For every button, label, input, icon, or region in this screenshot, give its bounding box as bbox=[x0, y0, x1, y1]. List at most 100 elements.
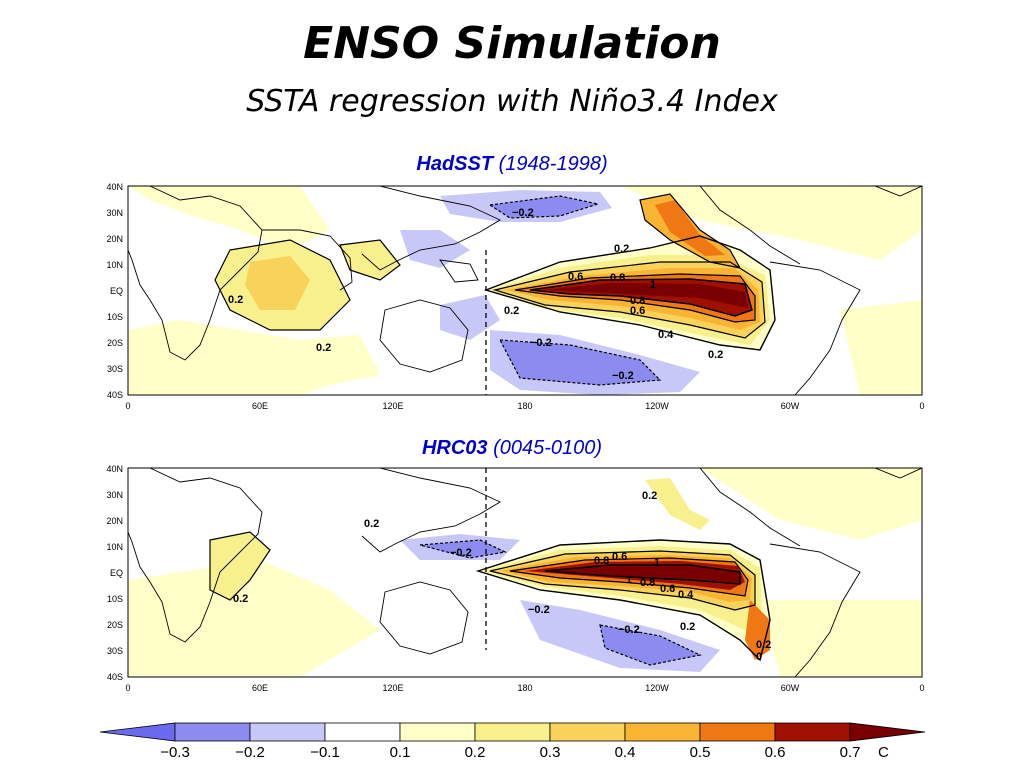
panel-2-axes: 40N 30N 20N 10N EQ 10S 20S 30S 40S 0 60E… bbox=[106, 464, 924, 693]
lon-label: 60E bbox=[252, 401, 268, 411]
colorbar-swatch bbox=[474, 722, 551, 742]
lon-label: 120W bbox=[645, 683, 669, 693]
colorbar-unit: C bbox=[878, 744, 889, 761]
contour-label: 0.2 bbox=[504, 305, 519, 317]
contour-label: 0.2 bbox=[614, 243, 629, 255]
lon-label: 0 bbox=[919, 683, 924, 693]
contour-label: −0.2 bbox=[528, 604, 550, 616]
contour-label: −0.2 bbox=[530, 337, 552, 349]
lat-label: 10N bbox=[106, 542, 123, 552]
colorbar-label: −0.2 bbox=[235, 744, 265, 761]
panel-1-map bbox=[127, 185, 923, 396]
contour-label: −0.2 bbox=[618, 624, 640, 636]
contour-label: 0.4 bbox=[678, 589, 694, 601]
contour-label: 0.4 bbox=[658, 329, 674, 341]
lon-label: 120E bbox=[382, 401, 403, 411]
contour-label: 0.6 bbox=[660, 583, 675, 595]
lon-label: 0 bbox=[125, 401, 130, 411]
contour-label: −0.2 bbox=[612, 370, 634, 382]
colorbar-label: 0.4 bbox=[615, 744, 636, 761]
lat-label: 30S bbox=[107, 364, 123, 374]
colorbar-swatch bbox=[399, 722, 476, 742]
contour-label: 0.6 bbox=[612, 551, 627, 563]
lat-label: EQ bbox=[110, 568, 123, 578]
panel-2-contour-labels: 0.2 0.2 −0.2 0.8 0.6 1 0.8 0.6 0.4 0.2 −… bbox=[233, 490, 771, 663]
colorbar: −0.3 −0.2 −0.1 0.1 0.2 0.3 0.4 0.5 0.6 0.7 C bbox=[99, 722, 926, 761]
colorbar-label: 0.5 bbox=[690, 744, 711, 761]
lon-label: 60E bbox=[252, 683, 268, 693]
contour-label: 0.8 bbox=[640, 577, 655, 589]
colorbar-max-arrow bbox=[849, 722, 926, 742]
page-subtitle: SSTA regression with Niño3.4 Index bbox=[246, 84, 778, 119]
colorbar-min-arrow bbox=[99, 722, 176, 742]
panel-2-title: HRC03 (0045-0100) bbox=[0, 437, 1024, 460]
lon-label: 60W bbox=[781, 401, 800, 411]
contour-label: 1 bbox=[626, 574, 632, 586]
contour-label: 0.6 bbox=[568, 271, 583, 283]
lat-label: 10S bbox=[107, 312, 123, 322]
contour-label: 0.2 bbox=[680, 621, 695, 633]
contour-label: 0.2 bbox=[756, 639, 771, 651]
panel-1-axes: 40N 30N 20N 10N EQ 10S 20S 30S 40S 0 60E… bbox=[106, 182, 924, 411]
contour-label: 0.2 bbox=[316, 342, 331, 354]
colorbar-swatch bbox=[174, 722, 251, 742]
contour-label: −0.2 bbox=[450, 547, 472, 559]
panel-1-dataset: HadSST bbox=[416, 153, 494, 175]
lat-label: 40S bbox=[107, 672, 123, 682]
colorbar-label: −0.1 bbox=[310, 744, 340, 761]
panel-2-map bbox=[127, 467, 923, 678]
contour-label: 0.2 bbox=[364, 518, 379, 530]
colorbar-swatch bbox=[699, 722, 776, 742]
panel-2-dataset: HRC03 bbox=[421, 437, 488, 459]
contour-label: 0.2 bbox=[233, 593, 248, 605]
contour-label: 1 bbox=[650, 279, 656, 291]
contour-label: −0.2 bbox=[512, 207, 534, 219]
lat-label: 30N bbox=[106, 208, 123, 218]
lat-label: 40S bbox=[107, 390, 123, 400]
contour-label: 0.2 bbox=[642, 490, 657, 502]
colorbar-label: 0.2 bbox=[465, 744, 486, 761]
panel-1-period: (1948-1998) bbox=[498, 153, 608, 175]
lat-label: 20N bbox=[106, 516, 123, 526]
lon-label: 0 bbox=[125, 683, 130, 693]
panel-2-period: (0045-0100) bbox=[493, 437, 603, 459]
lat-label: 10N bbox=[106, 260, 123, 270]
lat-label: 20S bbox=[107, 620, 123, 630]
colorbar-swatch bbox=[249, 722, 326, 742]
colorbar-swatch bbox=[549, 722, 626, 742]
contour-label: 0.6 bbox=[630, 305, 645, 317]
panel-1-title: HadSST (1948-1998) bbox=[0, 153, 1024, 176]
lat-label: 20N bbox=[106, 234, 123, 244]
colorbar-label: −0.3 bbox=[160, 744, 190, 761]
contour-label: 0.8 bbox=[594, 555, 609, 567]
lat-label: 40N bbox=[106, 464, 123, 474]
colorbar-swatch bbox=[624, 722, 701, 742]
colorbar-label: 0.3 bbox=[540, 744, 561, 761]
contour-label: 0.8 bbox=[630, 295, 645, 307]
colorbar-label: 0.1 bbox=[390, 744, 411, 761]
lon-label: 60W bbox=[781, 683, 800, 693]
colorbar-label: 0.7 bbox=[840, 744, 861, 761]
lat-label: 10S bbox=[107, 594, 123, 604]
lon-label: 180 bbox=[517, 683, 532, 693]
lat-label: 20S bbox=[107, 338, 123, 348]
lat-label: EQ bbox=[110, 286, 123, 296]
contour-label: 0.8 bbox=[610, 272, 625, 284]
panel-1-contour-labels: −0.2 0.2 0.6 0.8 1 0.2 0.8 0.6 0.2 −0.2 … bbox=[228, 207, 723, 382]
lon-label: 0 bbox=[919, 401, 924, 411]
contour-label: 0.2 bbox=[708, 349, 723, 361]
colorbar-label: 0.6 bbox=[765, 744, 786, 761]
colorbar-swatch bbox=[324, 722, 401, 742]
contour-label: 1 bbox=[654, 557, 660, 569]
contour-label: 0.2 bbox=[228, 294, 243, 306]
lat-label: 30S bbox=[107, 646, 123, 656]
colorbar-swatch bbox=[774, 722, 851, 742]
lon-label: 120W bbox=[645, 401, 669, 411]
lat-label: 30N bbox=[106, 490, 123, 500]
lon-label: 180 bbox=[517, 401, 532, 411]
page-title: ENSO Simulation bbox=[303, 18, 721, 69]
lat-label: 40N bbox=[106, 182, 123, 192]
contour-label: 0 bbox=[756, 651, 762, 663]
lon-label: 120E bbox=[382, 683, 403, 693]
